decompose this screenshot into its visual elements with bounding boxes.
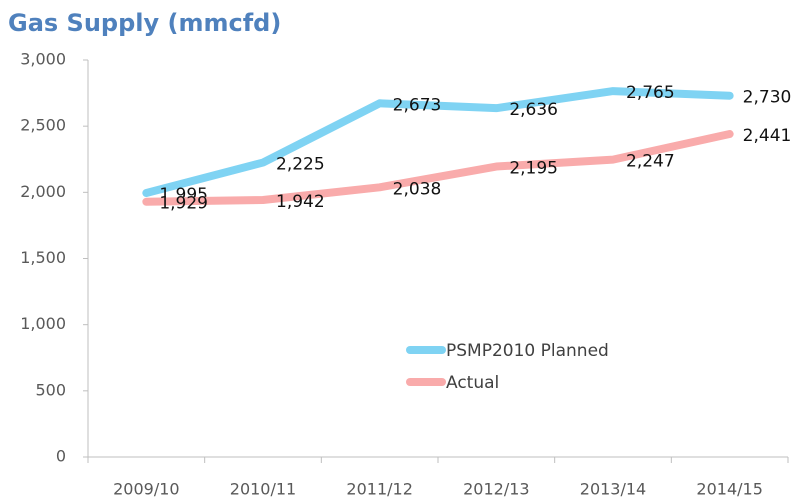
y-tick-label: 2,000	[20, 182, 66, 201]
x-tick-label: 2014/15	[696, 480, 762, 499]
y-tick-label: 500	[35, 380, 66, 399]
series-line	[142, 129, 734, 206]
value-label: 2,038	[393, 179, 442, 199]
y-tick-label: 3,000	[20, 50, 66, 69]
value-label: 2,195	[509, 159, 558, 179]
value-label: 2,730	[743, 88, 792, 108]
x-tick-label: 2012/13	[463, 480, 529, 499]
value-label: 2,636	[509, 100, 558, 120]
value-label: 1,929	[159, 194, 208, 214]
y-tick-label: 1,500	[20, 248, 66, 267]
value-label: 2,765	[626, 83, 675, 103]
y-tick-label: 2,500	[20, 116, 66, 135]
y-tick-label: 1,000	[20, 314, 66, 333]
x-tick-label: 2013/14	[580, 480, 646, 499]
value-label: 2,247	[626, 152, 675, 172]
chart-title: Gas Supply (mmcfd)	[8, 9, 281, 37]
x-tick-label: 2011/12	[346, 480, 412, 499]
value-label: 1,942	[276, 192, 325, 212]
series-line	[142, 87, 734, 197]
value-label: 2,673	[393, 95, 442, 115]
value-label: 2,441	[743, 126, 792, 146]
legend-label: PSMP2010 Planned	[446, 341, 609, 361]
x-tick-label: 2009/10	[113, 480, 179, 499]
y-tick-label: 0	[56, 447, 66, 466]
value-label: 2,225	[276, 155, 325, 175]
x-tick-label: 2010/11	[230, 480, 296, 499]
legend-label: Actual	[446, 373, 499, 393]
